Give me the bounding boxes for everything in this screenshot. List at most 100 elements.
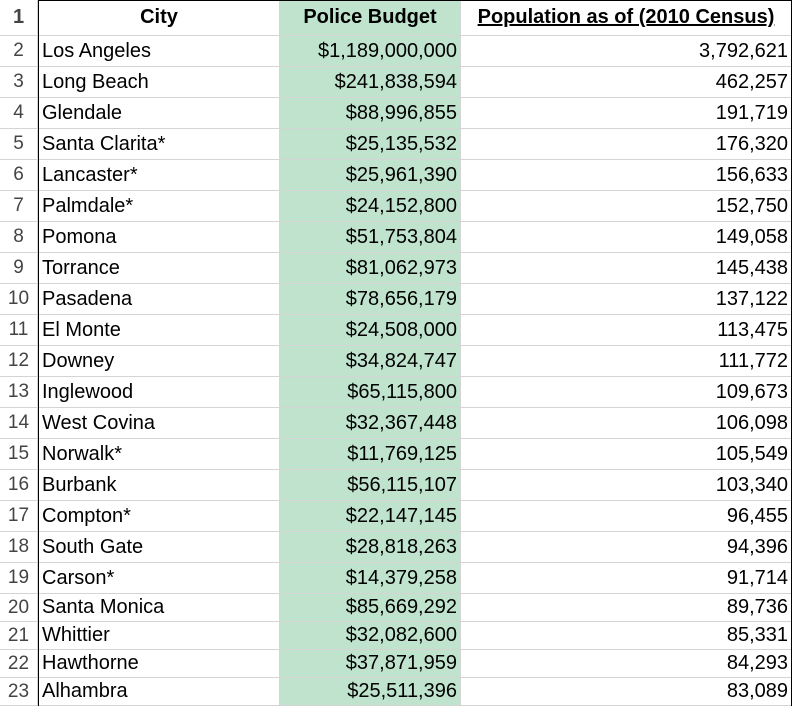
- population-cell[interactable]: 176,320: [461, 129, 792, 160]
- population-cell[interactable]: 84,293: [461, 650, 792, 678]
- table-row: 18 South Gate $28,818,263 94,396: [0, 532, 794, 563]
- city-cell[interactable]: Palmdale*: [38, 191, 280, 222]
- row-number[interactable]: 6: [0, 160, 38, 191]
- row-number[interactable]: 14: [0, 408, 38, 439]
- police-budget-cell[interactable]: $24,508,000: [280, 315, 461, 346]
- table-row: 4 Glendale $88,996,855 191,719: [0, 98, 794, 129]
- row-number[interactable]: 8: [0, 222, 38, 253]
- police-budget-cell[interactable]: $25,135,532: [280, 129, 461, 160]
- row-number[interactable]: 17: [0, 501, 38, 532]
- row-number[interactable]: 21: [0, 622, 38, 650]
- city-cell[interactable]: Downey: [38, 346, 280, 377]
- population-cell[interactable]: 94,396: [461, 532, 792, 563]
- row-number[interactable]: 13: [0, 377, 38, 408]
- population-cell[interactable]: 156,633: [461, 160, 792, 191]
- city-cell[interactable]: Norwalk*: [38, 439, 280, 470]
- column-header-police-budget[interactable]: Police Budget: [280, 0, 461, 36]
- police-budget-cell[interactable]: $22,147,145: [280, 501, 461, 532]
- police-budget-cell[interactable]: $65,115,800: [280, 377, 461, 408]
- row-number[interactable]: 3: [0, 67, 38, 98]
- population-cell[interactable]: 96,455: [461, 501, 792, 532]
- row-number[interactable]: 16: [0, 470, 38, 501]
- population-cell[interactable]: 109,673: [461, 377, 792, 408]
- police-budget-cell[interactable]: $11,769,125: [280, 439, 461, 470]
- city-cell[interactable]: Burbank: [38, 470, 280, 501]
- column-header-population[interactable]: Population as of (2010 Census): [461, 0, 792, 36]
- police-budget-cell[interactable]: $32,082,600: [280, 622, 461, 650]
- population-cell[interactable]: 83,089: [461, 678, 792, 706]
- city-cell[interactable]: Inglewood: [38, 377, 280, 408]
- table-row: 3 Long Beach $241,838,594 462,257: [0, 67, 794, 98]
- row-number[interactable]: 23: [0, 678, 38, 706]
- population-cell[interactable]: 191,719: [461, 98, 792, 129]
- city-cell[interactable]: Carson*: [38, 563, 280, 594]
- population-cell[interactable]: 103,340: [461, 470, 792, 501]
- city-cell[interactable]: Whittier: [38, 622, 280, 650]
- police-budget-cell[interactable]: $51,753,804: [280, 222, 461, 253]
- table-row: 5 Santa Clarita* $25,135,532 176,320: [0, 129, 794, 160]
- population-cell[interactable]: 152,750: [461, 191, 792, 222]
- police-budget-cell[interactable]: $34,824,747: [280, 346, 461, 377]
- row-number[interactable]: 15: [0, 439, 38, 470]
- city-cell[interactable]: South Gate: [38, 532, 280, 563]
- city-cell[interactable]: Lancaster*: [38, 160, 280, 191]
- row-number[interactable]: 10: [0, 284, 38, 315]
- row-number[interactable]: 20: [0, 594, 38, 622]
- row-number[interactable]: 7: [0, 191, 38, 222]
- column-header-city[interactable]: City: [38, 0, 280, 36]
- police-budget-cell[interactable]: $78,656,179: [280, 284, 461, 315]
- city-cell[interactable]: El Monte: [38, 315, 280, 346]
- table-border-right: [791, 0, 792, 706]
- population-cell[interactable]: 106,098: [461, 408, 792, 439]
- row-number[interactable]: 9: [0, 253, 38, 284]
- city-cell[interactable]: West Covina: [38, 408, 280, 439]
- population-cell[interactable]: 89,736: [461, 594, 792, 622]
- city-cell[interactable]: Santa Monica: [38, 594, 280, 622]
- row-number[interactable]: 1: [0, 0, 38, 36]
- population-cell[interactable]: 111,772: [461, 346, 792, 377]
- population-cell[interactable]: 91,714: [461, 563, 792, 594]
- table-row: 23 Alhambra $25,511,396 83,089: [0, 678, 794, 706]
- row-number[interactable]: 18: [0, 532, 38, 563]
- police-budget-cell[interactable]: $32,367,448: [280, 408, 461, 439]
- row-number[interactable]: 22: [0, 650, 38, 678]
- city-cell[interactable]: Glendale: [38, 98, 280, 129]
- population-cell[interactable]: 145,438: [461, 253, 792, 284]
- police-budget-cell[interactable]: $241,838,594: [280, 67, 461, 98]
- police-budget-cell[interactable]: $81,062,973: [280, 253, 461, 284]
- table-row: 21 Whittier $32,082,600 85,331: [0, 622, 794, 650]
- row-number[interactable]: 19: [0, 563, 38, 594]
- city-cell[interactable]: Torrance: [38, 253, 280, 284]
- population-cell[interactable]: 113,475: [461, 315, 792, 346]
- police-budget-cell[interactable]: $88,996,855: [280, 98, 461, 129]
- police-budget-cell[interactable]: $1,189,000,000: [280, 36, 461, 67]
- city-cell[interactable]: Pasadena: [38, 284, 280, 315]
- city-cell[interactable]: Los Angeles: [38, 36, 280, 67]
- police-budget-cell[interactable]: $37,871,959: [280, 650, 461, 678]
- population-cell[interactable]: 3,792,621: [461, 36, 792, 67]
- city-cell[interactable]: Santa Clarita*: [38, 129, 280, 160]
- police-budget-cell[interactable]: $28,818,263: [280, 532, 461, 563]
- city-cell[interactable]: Compton*: [38, 501, 280, 532]
- table-row: 19 Carson* $14,379,258 91,714: [0, 563, 794, 594]
- city-cell[interactable]: Alhambra: [38, 678, 280, 706]
- city-cell[interactable]: Long Beach: [38, 67, 280, 98]
- row-number[interactable]: 12: [0, 346, 38, 377]
- police-budget-cell[interactable]: $85,669,292: [280, 594, 461, 622]
- population-cell[interactable]: 105,549: [461, 439, 792, 470]
- population-cell[interactable]: 85,331: [461, 622, 792, 650]
- police-budget-cell[interactable]: $24,152,800: [280, 191, 461, 222]
- row-number[interactable]: 5: [0, 129, 38, 160]
- police-budget-cell[interactable]: $25,511,396: [280, 678, 461, 706]
- row-number[interactable]: 4: [0, 98, 38, 129]
- city-cell[interactable]: Pomona: [38, 222, 280, 253]
- city-cell[interactable]: Hawthorne: [38, 650, 280, 678]
- population-cell[interactable]: 137,122: [461, 284, 792, 315]
- row-number[interactable]: 2: [0, 36, 38, 67]
- population-cell[interactable]: 149,058: [461, 222, 792, 253]
- row-number[interactable]: 11: [0, 315, 38, 346]
- police-budget-cell[interactable]: $56,115,107: [280, 470, 461, 501]
- police-budget-cell[interactable]: $14,379,258: [280, 563, 461, 594]
- police-budget-cell[interactable]: $25,961,390: [280, 160, 461, 191]
- population-cell[interactable]: 462,257: [461, 67, 792, 98]
